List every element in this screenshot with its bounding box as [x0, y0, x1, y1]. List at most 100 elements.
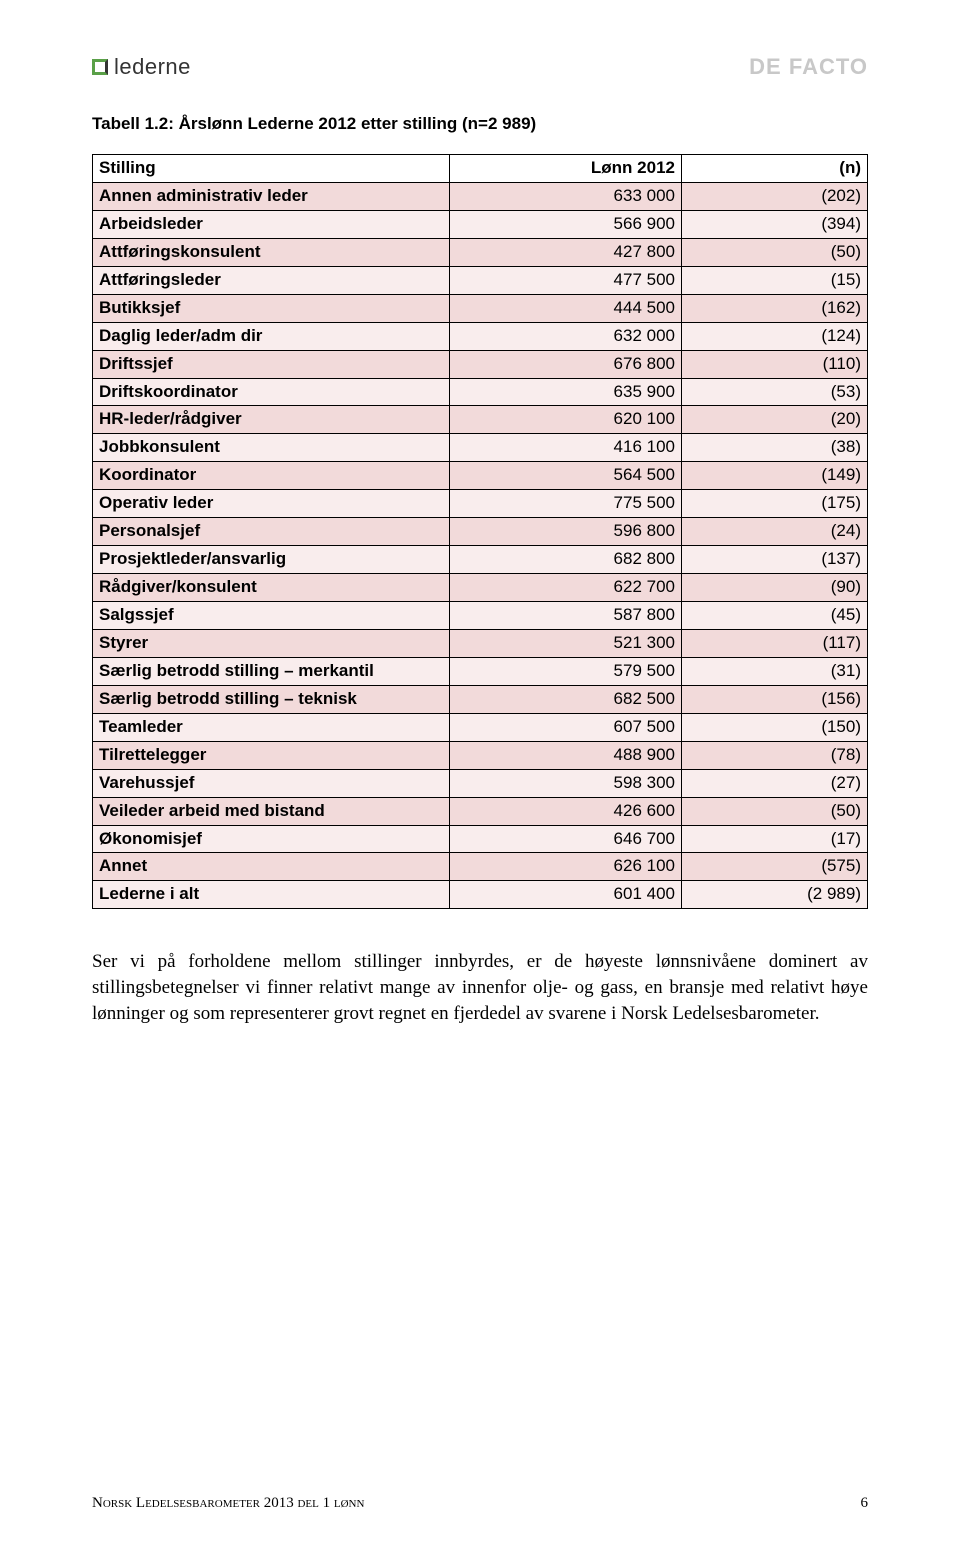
row-n: (124) — [682, 322, 868, 350]
row-label: Daglig leder/adm dir — [93, 322, 450, 350]
row-salary: 477 500 — [449, 266, 682, 294]
table-row: Prosjektleder/ansvarlig682 800(137) — [93, 546, 868, 574]
row-salary: 444 500 — [449, 294, 682, 322]
row-label: Veileder arbeid med bistand — [93, 797, 450, 825]
table-row: HR-leder/rådgiver620 100(20) — [93, 406, 868, 434]
row-salary: 416 100 — [449, 434, 682, 462]
table-row: Driftskoordinator635 900(53) — [93, 378, 868, 406]
row-salary: 775 500 — [449, 490, 682, 518]
row-label: Jobbkonsulent — [93, 434, 450, 462]
col-n: (n) — [682, 155, 868, 183]
row-salary: 620 100 — [449, 406, 682, 434]
table-row: Annet626 100(575) — [93, 853, 868, 881]
row-label: Rådgiver/konsulent — [93, 574, 450, 602]
row-n: (50) — [682, 238, 868, 266]
row-salary: 596 800 — [449, 518, 682, 546]
page-footer: Norsk Ledelsesbarometer 2013 del 1 lønn … — [92, 1495, 868, 1512]
row-salary: 607 500 — [449, 713, 682, 741]
table-row: Særlig betrodd stilling – teknisk682 500… — [93, 685, 868, 713]
logo-lederne: lederne — [92, 54, 191, 80]
row-n: (202) — [682, 182, 868, 210]
row-n: (575) — [682, 853, 868, 881]
row-label: Koordinator — [93, 462, 450, 490]
row-salary: 633 000 — [449, 182, 682, 210]
row-n: (162) — [682, 294, 868, 322]
row-label: Butikksjef — [93, 294, 450, 322]
table-row: Koordinator564 500(149) — [93, 462, 868, 490]
row-salary: 626 100 — [449, 853, 682, 881]
row-label: Personalsjef — [93, 518, 450, 546]
row-salary: 427 800 — [449, 238, 682, 266]
row-n: (156) — [682, 685, 868, 713]
row-n: (90) — [682, 574, 868, 602]
row-n: (394) — [682, 210, 868, 238]
table-row: Varehussjef598 300(27) — [93, 769, 868, 797]
row-label: Økonomisjef — [93, 825, 450, 853]
row-salary: 676 800 — [449, 350, 682, 378]
row-salary: 426 600 — [449, 797, 682, 825]
logo-square-icon — [92, 59, 108, 75]
row-n: (150) — [682, 713, 868, 741]
row-n: (24) — [682, 518, 868, 546]
table-row: Teamleder607 500(150) — [93, 713, 868, 741]
col-lonn: Lønn 2012 — [449, 155, 682, 183]
row-n: (137) — [682, 546, 868, 574]
row-salary: 598 300 — [449, 769, 682, 797]
row-salary: 635 900 — [449, 378, 682, 406]
body-paragraph: Ser vi på forholdene mellom stillinger i… — [92, 949, 868, 1026]
table-row: Daglig leder/adm dir632 000(124) — [93, 322, 868, 350]
table-row: Driftssjef676 800(110) — [93, 350, 868, 378]
table-row: Veileder arbeid med bistand426 600(50) — [93, 797, 868, 825]
row-label: Varehussjef — [93, 769, 450, 797]
logo-left-text: lederne — [114, 54, 191, 80]
row-n: (45) — [682, 602, 868, 630]
row-salary: 646 700 — [449, 825, 682, 853]
row-n: (31) — [682, 657, 868, 685]
row-n: (17) — [682, 825, 868, 853]
row-label: Særlig betrodd stilling – merkantil — [93, 657, 450, 685]
col-stilling: Stilling — [93, 155, 450, 183]
row-label: Attføringsleder — [93, 266, 450, 294]
table-row: Attføringsleder477 500(15) — [93, 266, 868, 294]
row-n: (117) — [682, 629, 868, 657]
row-n: (149) — [682, 462, 868, 490]
row-label: Særlig betrodd stilling – teknisk — [93, 685, 450, 713]
row-salary: 632 000 — [449, 322, 682, 350]
footer-page-number: 6 — [861, 1495, 869, 1512]
table-header-row: Stilling Lønn 2012 (n) — [93, 155, 868, 183]
table-row: Operativ leder775 500(175) — [93, 490, 868, 518]
footer-left: Norsk Ledelsesbarometer 2013 del 1 lønn — [92, 1495, 364, 1512]
table-row: Rådgiver/konsulent622 700(90) — [93, 574, 868, 602]
row-salary: 566 900 — [449, 210, 682, 238]
row-n: (78) — [682, 741, 868, 769]
row-n: (175) — [682, 490, 868, 518]
row-salary: 564 500 — [449, 462, 682, 490]
row-salary: 579 500 — [449, 657, 682, 685]
table-caption: Tabell 1.2: Årslønn Lederne 2012 etter s… — [92, 114, 868, 134]
row-label: Annet — [93, 853, 450, 881]
row-salary: 682 800 — [449, 546, 682, 574]
row-label: Driftssjef — [93, 350, 450, 378]
row-label: Lederne i alt — [93, 881, 450, 909]
row-label: Tilrettelegger — [93, 741, 450, 769]
row-label: Salgssjef — [93, 602, 450, 630]
row-salary: 587 800 — [449, 602, 682, 630]
row-salary: 488 900 — [449, 741, 682, 769]
row-salary: 601 400 — [449, 881, 682, 909]
row-label: Teamleder — [93, 713, 450, 741]
table-row: Salgssjef587 800(45) — [93, 602, 868, 630]
page-header: lederne DE FACTO — [92, 54, 868, 80]
row-label: Attføringskonsulent — [93, 238, 450, 266]
row-n: (53) — [682, 378, 868, 406]
row-label: Arbeidsleder — [93, 210, 450, 238]
row-salary: 622 700 — [449, 574, 682, 602]
table-row: Butikksjef444 500(162) — [93, 294, 868, 322]
row-salary: 521 300 — [449, 629, 682, 657]
table-row: Styrer521 300(117) — [93, 629, 868, 657]
row-label: Prosjektleder/ansvarlig — [93, 546, 450, 574]
row-label: Driftskoordinator — [93, 378, 450, 406]
row-label: Annen administrativ leder — [93, 182, 450, 210]
table-row: Lederne i alt601 400(2 989) — [93, 881, 868, 909]
table-row: Personalsjef596 800(24) — [93, 518, 868, 546]
table-row: Annen administrativ leder633 000(202) — [93, 182, 868, 210]
